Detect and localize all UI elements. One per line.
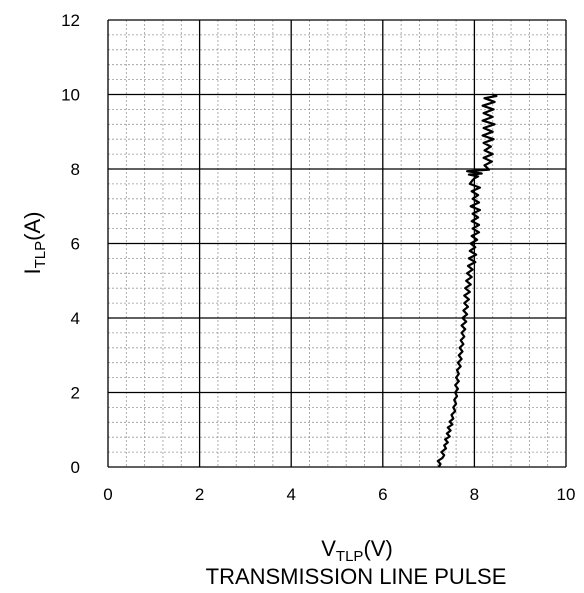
y-axis-label: ITLP(A) (20, 212, 49, 275)
y-tick-label: 6 (71, 235, 80, 254)
chart-caption: TRANSMISSION LINE PULSE (206, 564, 507, 589)
y-axis-label-unit: (A) (20, 212, 45, 241)
x-axis-label: VTLP(V) (321, 536, 393, 565)
x-tick-labels: 0 2 4 6 8 10 (103, 485, 575, 504)
y-tick-label: 0 (71, 458, 80, 477)
x-axis-label-unit: (V) (363, 536, 392, 561)
x-axis-label-main: V (321, 536, 336, 561)
x-tick-label: 2 (195, 485, 204, 504)
x-tick-label: 0 (103, 485, 112, 504)
y-tick-label: 10 (61, 86, 80, 105)
x-tick-label: 8 (470, 485, 479, 504)
y-axis-label-main: I (20, 268, 45, 274)
x-tick-label: 10 (557, 485, 576, 504)
y-tick-label: 8 (71, 160, 80, 179)
x-tick-label: 4 (286, 485, 295, 504)
x-tick-label: 6 (378, 485, 387, 504)
y-tick-label: 4 (71, 309, 80, 328)
x-axis-label-sub: TLP (336, 548, 364, 565)
y-axis-label-sub: TLP (32, 241, 49, 269)
series-line-0 (436, 93, 498, 468)
y-tick-label: 12 (61, 11, 80, 30)
y-tick-labels: 0 2 4 6 8 10 12 (61, 11, 80, 477)
series-layer (436, 93, 498, 468)
major-grid (107, 19, 567, 468)
y-tick-label: 2 (71, 384, 80, 403)
